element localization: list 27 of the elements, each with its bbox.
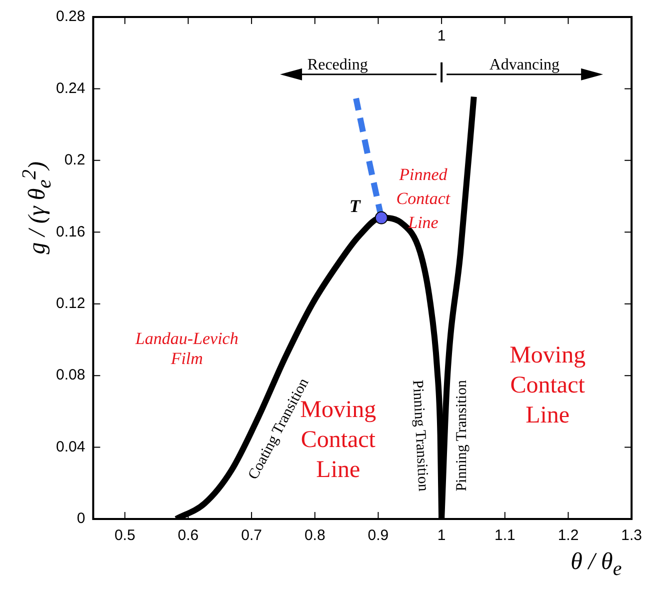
x-tick-label: 0.7 [241,527,262,544]
y-tick-label: 0.08 [56,366,86,384]
annotation: Advancing [489,56,560,74]
x-tick-label: 0.8 [304,527,326,544]
annotation: Pinning Transition [454,380,470,492]
x-axis-title: θ / θ$_{e}$ [570,549,622,581]
annotation: Pinned Contact Line [396,165,452,232]
y-tick-label: 0.28 [56,8,86,26]
x-tick-label: 1.3 [621,527,642,544]
x-tick-label: 1.2 [558,527,579,544]
y-tick-label: 0.04 [56,438,86,456]
x-tick-label: 1 [437,527,446,544]
annotation: T [349,196,362,216]
y-tick-label: 0.24 [56,80,86,97]
y-tick-label: 0.12 [56,295,86,312]
x-tick-label: 0.6 [178,527,199,544]
annotation: Landau-Levich Film [134,328,238,368]
annotation: 1 [437,28,446,45]
x-tick-label: 1.1 [494,527,516,544]
y-tick-label: 0.2 [64,152,86,169]
annotation: Receding [307,56,368,74]
y-tick-label: 0.16 [56,223,86,240]
x-tick-label: 0.5 [114,527,136,544]
annotation: Moving Contact Line [510,342,586,428]
annotation: Pinning Transition [409,380,431,492]
y-tick-label: 0 [76,510,86,528]
x-tick-label: 0.9 [368,527,389,544]
